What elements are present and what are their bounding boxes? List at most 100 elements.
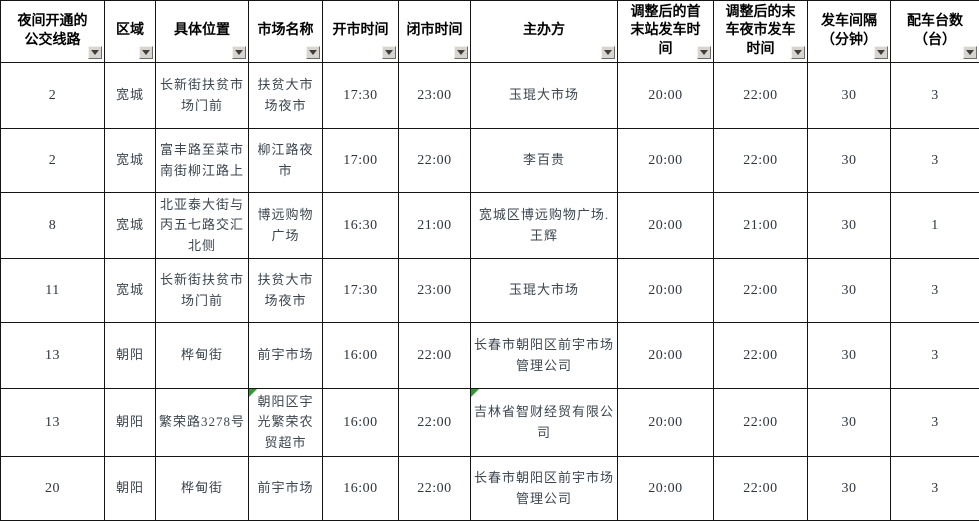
- cell-text: 宽城: [116, 282, 144, 297]
- table-cell[interactable]: 玉琨大市场: [471, 63, 618, 129]
- filter-dropdown-button[interactable]: [963, 46, 977, 59]
- table-cell[interactable]: 20:00: [618, 457, 714, 521]
- table-cell[interactable]: 桦甸街: [156, 323, 249, 389]
- filter-dropdown-button[interactable]: [306, 46, 320, 59]
- table-cell[interactable]: 繁荣路3278号: [156, 389, 249, 457]
- column-header-label: 发车间隔 （分钟）: [821, 13, 877, 49]
- table-cell[interactable]: 30: [808, 129, 891, 193]
- table-cell[interactable]: 宽城区博远购物广场.王辉: [471, 193, 618, 259]
- table-cell[interactable]: 2: [1, 129, 105, 193]
- table-cell[interactable]: 22:00: [714, 63, 808, 129]
- cell-text: 扶贫大市场夜市: [257, 272, 313, 307]
- table-cell[interactable]: 20:00: [618, 193, 714, 259]
- table-cell[interactable]: 22:00: [714, 129, 808, 193]
- cell-text: 3: [931, 415, 939, 430]
- cell-text: 20:00: [648, 348, 682, 363]
- table-cell[interactable]: 长新街扶贫市场门前: [156, 259, 249, 323]
- table-cell[interactable]: 3: [891, 389, 979, 457]
- table-cell[interactable]: 11: [1, 259, 105, 323]
- filter-dropdown-button[interactable]: [697, 46, 711, 59]
- cell-text: 朝阳区宇光繁荣农贸超市: [257, 394, 313, 449]
- table-cell[interactable]: 17:30: [323, 63, 399, 129]
- table-cell[interactable]: 宽城: [105, 129, 156, 193]
- cell-text: 李百贵: [523, 152, 565, 167]
- table-cell[interactable]: 22:00: [399, 389, 471, 457]
- table-cell[interactable]: 宽城: [105, 193, 156, 259]
- chevron-down-icon: [457, 50, 465, 55]
- table-cell[interactable]: 扶贫大市场夜市: [249, 63, 323, 129]
- table-cell[interactable]: 20:00: [618, 63, 714, 129]
- filter-dropdown-button[interactable]: [601, 46, 615, 59]
- filter-dropdown-button[interactable]: [454, 46, 468, 59]
- filter-dropdown-button[interactable]: [88, 46, 102, 59]
- table-cell[interactable]: 30: [808, 193, 891, 259]
- table-cell[interactable]: 20:00: [618, 259, 714, 323]
- table-cell[interactable]: 17:30: [323, 259, 399, 323]
- table-cell[interactable]: 22:00: [399, 457, 471, 521]
- table-cell[interactable]: 扶贫大市场夜市: [249, 259, 323, 323]
- table-cell[interactable]: 20: [1, 457, 105, 521]
- table-cell[interactable]: 吉林省智财经贸有限公司: [471, 389, 618, 457]
- table-cell[interactable]: 宽城: [105, 259, 156, 323]
- table-cell[interactable]: 朝阳: [105, 389, 156, 457]
- table-cell[interactable]: 13: [1, 323, 105, 389]
- table-cell[interactable]: 富丰路至菜市南街柳江路上: [156, 129, 249, 193]
- table-cell[interactable]: 长新街扶贫市场门前: [156, 63, 249, 129]
- table-cell[interactable]: 博远购物广场: [249, 193, 323, 259]
- table-cell[interactable]: 宽城: [105, 63, 156, 129]
- table-cell[interactable]: 30: [808, 259, 891, 323]
- table-cell[interactable]: 20:00: [618, 129, 714, 193]
- table-cell[interactable]: 长春市朝阳区前宇市场管理公司: [471, 323, 618, 389]
- table-cell[interactable]: 16:00: [323, 323, 399, 389]
- filter-dropdown-button[interactable]: [874, 46, 888, 59]
- table-cell[interactable]: 1: [891, 193, 979, 259]
- table-cell[interactable]: 20:00: [618, 323, 714, 389]
- table-cell[interactable]: 17:00: [323, 129, 399, 193]
- table-cell[interactable]: 16:30: [323, 193, 399, 259]
- table-cell[interactable]: 30: [808, 389, 891, 457]
- cell-text: 长春市朝阳区前宇市场管理公司: [474, 470, 614, 505]
- table-cell[interactable]: 22:00: [399, 129, 471, 193]
- table-cell[interactable]: 3: [891, 129, 979, 193]
- table-cell[interactable]: 3: [891, 259, 979, 323]
- table-cell[interactable]: 20:00: [618, 389, 714, 457]
- table-cell[interactable]: 朝阳区宇光繁荣农贸超市: [249, 389, 323, 457]
- filter-dropdown-button[interactable]: [139, 46, 153, 59]
- table-cell[interactable]: 22:00: [399, 323, 471, 389]
- table-cell[interactable]: 22:00: [714, 259, 808, 323]
- table-cell[interactable]: 2: [1, 63, 105, 129]
- table-cell[interactable]: 8: [1, 193, 105, 259]
- table-cell[interactable]: 23:00: [399, 63, 471, 129]
- filter-dropdown-button[interactable]: [232, 46, 246, 59]
- table-cell[interactable]: 23:00: [399, 259, 471, 323]
- table-cell[interactable]: 13: [1, 389, 105, 457]
- filter-dropdown-button[interactable]: [382, 46, 396, 59]
- table-cell[interactable]: 30: [808, 323, 891, 389]
- table-cell[interactable]: 前宇市场: [249, 457, 323, 521]
- table-cell[interactable]: 朝阳: [105, 457, 156, 521]
- table-cell[interactable]: 21:00: [714, 193, 808, 259]
- table-cell[interactable]: 3: [891, 63, 979, 129]
- table-cell[interactable]: 22:00: [714, 389, 808, 457]
- column-header-label: 调整后的末 车夜市发车 时间: [726, 4, 796, 59]
- table-cell[interactable]: 16:00: [323, 389, 399, 457]
- filter-dropdown-button[interactable]: [791, 46, 805, 59]
- table-cell[interactable]: 3: [891, 457, 979, 521]
- table-cell[interactable]: 30: [808, 457, 891, 521]
- table-cell[interactable]: 长春市朝阳区前宇市场管理公司: [471, 457, 618, 521]
- table-cell[interactable]: 北亚泰大街与丙五七路交汇北侧: [156, 193, 249, 259]
- table-cell[interactable]: 21:00: [399, 193, 471, 259]
- table-cell[interactable]: 30: [808, 63, 891, 129]
- table-cell[interactable]: 桦甸街: [156, 457, 249, 521]
- table-cell[interactable]: 柳江路夜市: [249, 129, 323, 193]
- table-cell[interactable]: 3: [891, 323, 979, 389]
- cell-text: 22:00: [743, 348, 777, 363]
- cell-text: 宽城: [116, 87, 144, 102]
- table-cell[interactable]: 玉琨大市场: [471, 259, 618, 323]
- table-cell[interactable]: 前宇市场: [249, 323, 323, 389]
- table-cell[interactable]: 22:00: [714, 323, 808, 389]
- table-cell[interactable]: 16:00: [323, 457, 399, 521]
- table-cell[interactable]: 22:00: [714, 457, 808, 521]
- table-cell[interactable]: 朝阳: [105, 323, 156, 389]
- table-cell[interactable]: 李百贵: [471, 129, 618, 193]
